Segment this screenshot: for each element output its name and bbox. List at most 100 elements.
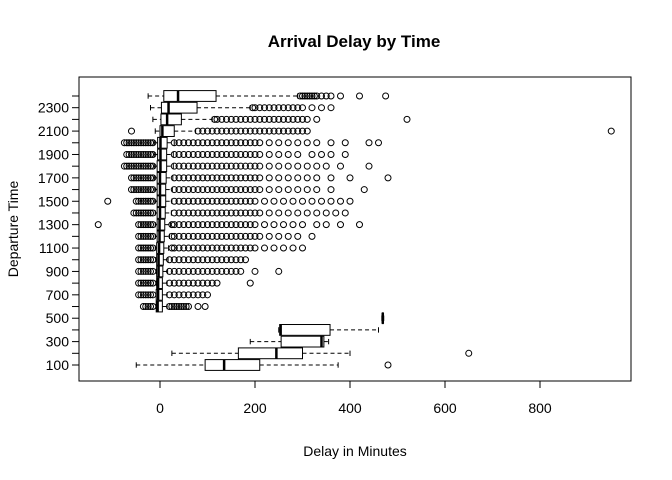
- outlier-point: [227, 115, 235, 123]
- outlier-point: [261, 221, 268, 229]
- outlier-point: [237, 186, 245, 194]
- outlier-point: [227, 209, 235, 217]
- outlier-point: [142, 303, 150, 311]
- outlier-point: [149, 150, 157, 158]
- outlier-point: [318, 197, 325, 205]
- outlier-point: [147, 244, 154, 252]
- x-tick-label: 600: [433, 400, 457, 416]
- outlier-point: [175, 279, 183, 287]
- outlier-point: [303, 162, 311, 170]
- outlier-point: [194, 267, 202, 275]
- outlier-point: [137, 162, 145, 170]
- outlier-point: [265, 209, 273, 217]
- outlier-point: [182, 303, 190, 311]
- outlier-point: [175, 267, 183, 275]
- outlier-point: [313, 221, 321, 229]
- outlier-point: [135, 174, 143, 182]
- outlier-point: [142, 279, 150, 287]
- outlier-point: [232, 256, 240, 264]
- outlier-point: [301, 92, 309, 100]
- outlier-point: [246, 197, 254, 205]
- outlier-point: [341, 150, 349, 158]
- outlier-point: [139, 221, 147, 229]
- outlier-point: [218, 221, 226, 229]
- outlier-point: [284, 209, 292, 217]
- outlier-point: [280, 221, 287, 229]
- outlier-point: [232, 139, 240, 147]
- outlier-point: [265, 127, 273, 135]
- outlier-point: [147, 267, 154, 275]
- outlier-point: [189, 244, 197, 252]
- outlier-point: [147, 303, 154, 311]
- outlier-point: [125, 162, 133, 170]
- outlier-point: [199, 221, 207, 229]
- outlier-point: [246, 115, 254, 123]
- outlier-point: [213, 232, 221, 240]
- outlier-point: [144, 150, 152, 158]
- outlier-point: [180, 291, 188, 299]
- outlier-point: [232, 244, 240, 252]
- outlier-point: [199, 127, 207, 135]
- outlier-point: [223, 221, 230, 229]
- outlier-point: [227, 150, 235, 158]
- outlier-point: [135, 221, 143, 229]
- outlier-point: [223, 209, 230, 217]
- outlier-point: [147, 150, 154, 158]
- box-1300: [94, 218, 363, 231]
- outlier-point: [284, 104, 292, 112]
- outlier-point: [213, 256, 221, 264]
- outlier-point: [237, 162, 245, 170]
- outlier-point: [194, 291, 202, 299]
- outlier-point: [251, 232, 259, 240]
- outlier-point: [346, 197, 354, 205]
- outlier-point: [189, 232, 197, 240]
- outlier-point: [213, 197, 221, 205]
- box-series: [94, 90, 615, 371]
- outlier-point: [147, 186, 154, 194]
- outlier-point: [246, 244, 254, 252]
- outlier-point: [308, 150, 316, 158]
- outlier-point: [327, 104, 335, 112]
- outlier-point: [147, 197, 154, 205]
- outlier-point: [356, 92, 363, 100]
- outlier-point: [189, 197, 197, 205]
- outlier-point: [227, 127, 235, 135]
- outlier-point: [199, 267, 207, 275]
- outlier-point: [135, 244, 143, 252]
- outlier-point: [294, 104, 302, 112]
- outlier-point: [227, 174, 235, 182]
- outlier-point: [232, 232, 240, 240]
- outlier-point: [303, 92, 311, 100]
- outlier-point: [261, 127, 268, 135]
- outlier-point: [211, 115, 219, 123]
- y-tick-label: 1500: [38, 193, 69, 209]
- outlier-point: [132, 197, 140, 205]
- outlier-point: [322, 221, 330, 229]
- outlier-point: [270, 104, 278, 112]
- outlier-point: [185, 267, 192, 275]
- outlier-point: [256, 139, 264, 147]
- outlier-point: [261, 244, 268, 252]
- outlier-point: [132, 209, 140, 217]
- outlier-point: [299, 244, 306, 252]
- outlier-point: [213, 267, 221, 275]
- outlier-point: [223, 115, 230, 123]
- outlier-point: [144, 197, 152, 205]
- outlier-point: [170, 244, 178, 252]
- outlier-point: [289, 104, 297, 112]
- outlier-point: [149, 279, 157, 287]
- outlier-point: [327, 186, 335, 194]
- outlier-point: [132, 186, 140, 194]
- outlier-point: [275, 150, 283, 158]
- outlier-point: [130, 209, 138, 217]
- outlier-point: [275, 139, 283, 147]
- outlier-point: [194, 256, 202, 264]
- outlier-point: [204, 139, 211, 147]
- outlier-point: [208, 221, 216, 229]
- outlier-point: [170, 139, 178, 147]
- outlier-point: [147, 221, 154, 229]
- outlier-point: [147, 256, 154, 264]
- outlier-point: [180, 150, 188, 158]
- outlier-point: [139, 256, 147, 264]
- outlier-point: [147, 291, 154, 299]
